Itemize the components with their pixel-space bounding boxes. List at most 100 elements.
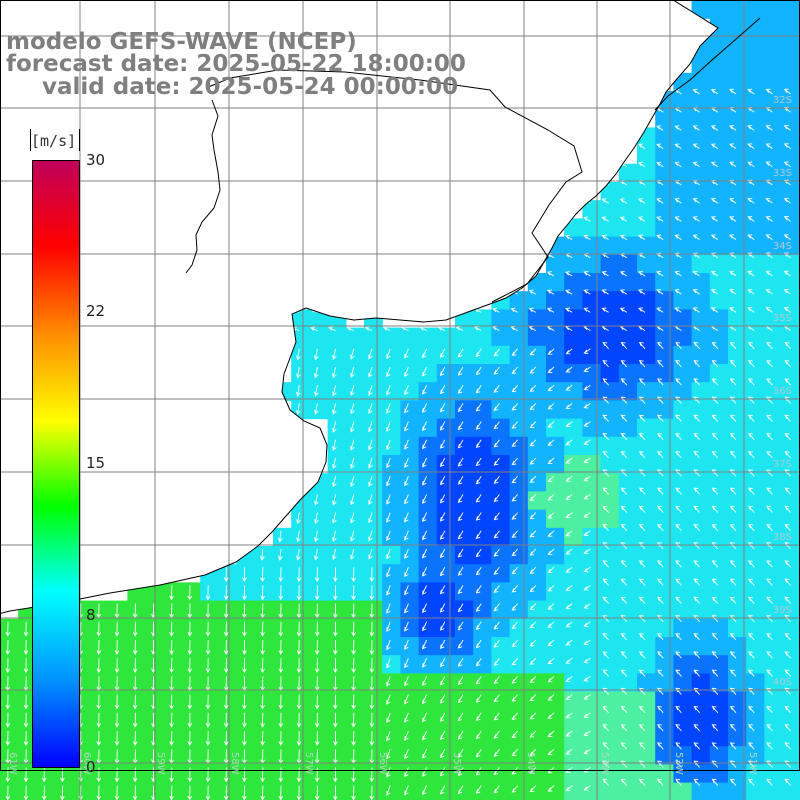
speed-cell xyxy=(728,546,747,565)
speed-cell xyxy=(455,473,474,492)
speed-cell xyxy=(782,145,800,165)
speed-cell xyxy=(546,345,565,365)
wind-arrow xyxy=(729,125,737,131)
wind-arrow xyxy=(333,694,338,710)
wind-arrow xyxy=(765,288,773,295)
speed-cell xyxy=(327,746,347,765)
wind-arrow xyxy=(711,742,719,750)
speed-cell xyxy=(782,728,800,747)
speed-cell xyxy=(709,709,729,729)
wind-arrow xyxy=(439,439,446,449)
speed-cell xyxy=(436,600,456,620)
wind-arrow xyxy=(656,289,664,295)
speed-cell xyxy=(673,782,693,800)
wind-arrow xyxy=(529,566,537,574)
speed-cell xyxy=(455,418,474,438)
wind-arrow xyxy=(583,403,591,409)
speed-cell xyxy=(618,327,638,347)
wind-arrow xyxy=(619,216,628,222)
wind-arrow xyxy=(386,457,391,469)
wind-arrow xyxy=(223,567,229,583)
speed-cell xyxy=(345,382,365,401)
lon-label: 53W xyxy=(599,752,610,775)
wind-arrow xyxy=(404,512,409,523)
speed-cell xyxy=(600,673,620,693)
wind-arrow xyxy=(565,403,573,409)
wind-arrow xyxy=(475,494,482,503)
wind-arrow xyxy=(404,767,409,778)
wind-arrow xyxy=(350,348,355,360)
speed-cell xyxy=(728,655,747,674)
speed-cell xyxy=(782,54,800,74)
wind-arrow xyxy=(565,234,573,240)
wind-arrow xyxy=(583,216,591,222)
speed-cell xyxy=(728,218,747,238)
speed-cell xyxy=(764,527,784,547)
wind-arrow xyxy=(404,749,409,760)
speed-cell xyxy=(382,400,401,420)
wind-arrow xyxy=(187,730,193,746)
speed-cell xyxy=(564,546,583,565)
speed-cell xyxy=(655,309,674,329)
title-valid-date: valid date: 2025-05-24 00:00:00 xyxy=(42,74,459,100)
wind-arrow xyxy=(314,767,320,783)
speed-cell xyxy=(618,709,638,729)
speed-cell xyxy=(418,600,438,620)
wind-arrow xyxy=(784,341,791,350)
wind-arrow xyxy=(693,669,700,677)
speed-cell xyxy=(782,564,800,583)
wind-arrow xyxy=(784,778,791,786)
speed-cell xyxy=(637,145,656,165)
speed-cell xyxy=(527,527,547,547)
wind-arrow xyxy=(547,585,555,592)
speed-cell xyxy=(691,709,711,729)
wind-arrow xyxy=(205,730,211,746)
wind-arrow xyxy=(260,639,265,655)
wind-arrow xyxy=(638,341,646,350)
speed-cell xyxy=(564,236,583,256)
speed-cell xyxy=(709,582,729,602)
speed-cell xyxy=(473,546,492,565)
speed-cell xyxy=(746,18,765,37)
wind-arrow xyxy=(260,621,265,637)
speed-cell xyxy=(127,618,147,638)
wind-arrow xyxy=(638,633,646,641)
speed-cell xyxy=(455,728,474,747)
wind-arrow xyxy=(529,657,537,665)
speed-cell xyxy=(564,364,583,383)
speed-cell xyxy=(673,618,693,638)
speed-cell xyxy=(273,618,292,638)
wind-arrow xyxy=(528,289,537,295)
speed-cell xyxy=(473,345,492,365)
wind-arrow xyxy=(602,633,609,641)
speed-cell xyxy=(728,182,747,201)
speed-cell xyxy=(327,418,347,438)
wind-arrow xyxy=(132,694,138,710)
wind-arrow xyxy=(675,742,682,750)
colorbar-tick-0: 0 xyxy=(86,758,96,776)
wind-arrow xyxy=(332,439,337,451)
wind-arrow xyxy=(565,657,573,664)
speed-cell xyxy=(746,327,765,347)
wind-arrow xyxy=(368,530,373,542)
speed-cell xyxy=(491,491,511,511)
speed-cell xyxy=(291,382,310,401)
speed-cell xyxy=(691,364,711,383)
border-line xyxy=(205,69,583,303)
speed-cell xyxy=(746,546,765,565)
speed-cell xyxy=(582,509,602,529)
speed-cell xyxy=(600,655,620,674)
wind-arrow xyxy=(404,694,409,705)
wind-arrow xyxy=(96,730,102,746)
speed-cell xyxy=(163,618,183,638)
speed-cell xyxy=(618,455,638,474)
speed-cell xyxy=(637,527,656,547)
speed-cell xyxy=(691,345,711,365)
speed-cell xyxy=(764,309,784,329)
wind-arrow xyxy=(457,494,464,503)
wind-arrow xyxy=(205,694,211,710)
wind-arrow xyxy=(729,432,737,441)
speed-cell xyxy=(455,618,474,638)
wind-arrow xyxy=(619,271,628,277)
wind-arrow xyxy=(602,505,609,513)
